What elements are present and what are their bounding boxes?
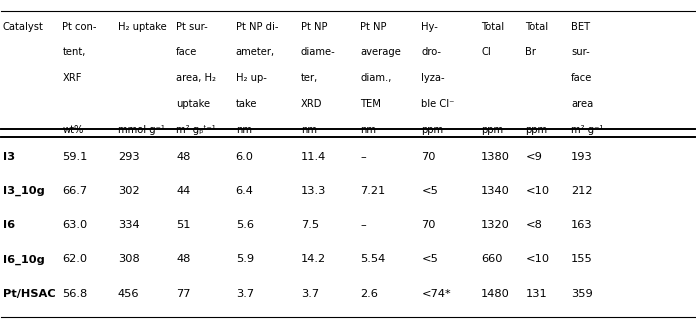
Text: face: face bbox=[571, 73, 592, 83]
Text: Cl: Cl bbox=[481, 47, 491, 57]
Text: Br: Br bbox=[525, 47, 537, 57]
Text: area: area bbox=[571, 99, 594, 109]
Text: 13.3: 13.3 bbox=[301, 186, 326, 196]
Text: Total: Total bbox=[525, 21, 548, 32]
Text: tent,: tent, bbox=[63, 47, 86, 57]
Text: I3_10g: I3_10g bbox=[3, 186, 45, 196]
Text: Pt con-: Pt con- bbox=[63, 21, 97, 32]
Text: I6: I6 bbox=[3, 220, 15, 230]
Text: 131: 131 bbox=[525, 289, 547, 299]
Text: 2.6: 2.6 bbox=[361, 289, 379, 299]
Text: 1380: 1380 bbox=[481, 152, 510, 162]
Text: 66.7: 66.7 bbox=[63, 186, 88, 196]
Text: I3: I3 bbox=[3, 152, 15, 162]
Text: 3.7: 3.7 bbox=[236, 289, 254, 299]
Text: 44: 44 bbox=[176, 186, 190, 196]
Text: Pt NP: Pt NP bbox=[301, 21, 327, 32]
Text: ppm: ppm bbox=[422, 124, 443, 135]
Text: 70: 70 bbox=[422, 220, 436, 230]
Text: 5.54: 5.54 bbox=[361, 254, 386, 265]
Text: 7.5: 7.5 bbox=[301, 220, 319, 230]
Text: Hy-: Hy- bbox=[422, 21, 438, 32]
Text: 6.0: 6.0 bbox=[236, 152, 254, 162]
Text: H₂ uptake: H₂ uptake bbox=[118, 21, 166, 32]
Text: wt%: wt% bbox=[63, 124, 84, 135]
Text: lyza-: lyza- bbox=[422, 73, 445, 83]
Text: uptake: uptake bbox=[176, 99, 210, 109]
Text: ppm: ppm bbox=[481, 124, 503, 135]
Text: take: take bbox=[236, 99, 258, 109]
Text: m² gₚᵗ⁻¹: m² gₚᵗ⁻¹ bbox=[176, 124, 216, 135]
Text: <8: <8 bbox=[525, 220, 542, 230]
Text: XRD: XRD bbox=[301, 99, 322, 109]
Text: area, H₂: area, H₂ bbox=[176, 73, 216, 83]
Text: 308: 308 bbox=[118, 254, 140, 265]
Text: Total: Total bbox=[481, 21, 504, 32]
Text: <10: <10 bbox=[525, 186, 550, 196]
Text: ter,: ter, bbox=[301, 73, 318, 83]
Text: m² g⁻¹: m² g⁻¹ bbox=[571, 124, 603, 135]
Text: ble Cl⁻: ble Cl⁻ bbox=[422, 99, 455, 109]
Text: <9: <9 bbox=[525, 152, 542, 162]
Text: ameter,: ameter, bbox=[236, 47, 275, 57]
Text: ppm: ppm bbox=[525, 124, 548, 135]
Text: Catalyst: Catalyst bbox=[3, 21, 44, 32]
Text: diam.,: diam., bbox=[361, 73, 392, 83]
Text: dro-: dro- bbox=[422, 47, 441, 57]
Text: 48: 48 bbox=[176, 254, 191, 265]
Text: diame-: diame- bbox=[301, 47, 335, 57]
Text: 212: 212 bbox=[571, 186, 593, 196]
Text: H₂ up-: H₂ up- bbox=[236, 73, 267, 83]
Text: 11.4: 11.4 bbox=[301, 152, 326, 162]
Text: 1480: 1480 bbox=[481, 289, 510, 299]
Text: 155: 155 bbox=[571, 254, 593, 265]
Text: 193: 193 bbox=[571, 152, 593, 162]
Text: 359: 359 bbox=[571, 289, 593, 299]
Text: 293: 293 bbox=[118, 152, 139, 162]
Text: Pt sur-: Pt sur- bbox=[176, 21, 208, 32]
Text: 48: 48 bbox=[176, 152, 191, 162]
Text: 56.8: 56.8 bbox=[63, 289, 88, 299]
Text: 77: 77 bbox=[176, 289, 191, 299]
Text: 302: 302 bbox=[118, 186, 139, 196]
Text: XRF: XRF bbox=[63, 73, 82, 83]
Text: nm: nm bbox=[236, 124, 252, 135]
Text: Pt NP: Pt NP bbox=[361, 21, 387, 32]
Text: 70: 70 bbox=[422, 152, 436, 162]
Text: face: face bbox=[176, 47, 198, 57]
Text: 62.0: 62.0 bbox=[63, 254, 88, 265]
Text: Pt/HSAC: Pt/HSAC bbox=[3, 289, 56, 299]
Text: nm: nm bbox=[361, 124, 377, 135]
Text: –: – bbox=[361, 152, 366, 162]
Text: <5: <5 bbox=[422, 186, 438, 196]
Text: 7.21: 7.21 bbox=[361, 186, 386, 196]
Text: nm: nm bbox=[301, 124, 317, 135]
Text: 14.2: 14.2 bbox=[301, 254, 326, 265]
Text: <10: <10 bbox=[525, 254, 550, 265]
Text: 456: 456 bbox=[118, 289, 139, 299]
Text: 1320: 1320 bbox=[481, 220, 510, 230]
Text: 5.6: 5.6 bbox=[236, 220, 254, 230]
Text: 5.9: 5.9 bbox=[236, 254, 254, 265]
Text: TEM: TEM bbox=[361, 99, 381, 109]
Text: mmol g⁻¹: mmol g⁻¹ bbox=[118, 124, 165, 135]
Text: 163: 163 bbox=[571, 220, 593, 230]
Text: BET: BET bbox=[571, 21, 590, 32]
Text: <74*: <74* bbox=[422, 289, 451, 299]
Text: 51: 51 bbox=[176, 220, 191, 230]
Text: 63.0: 63.0 bbox=[63, 220, 88, 230]
Text: sur-: sur- bbox=[571, 47, 590, 57]
Text: 6.4: 6.4 bbox=[236, 186, 253, 196]
Text: 59.1: 59.1 bbox=[63, 152, 88, 162]
Text: 334: 334 bbox=[118, 220, 139, 230]
Text: 3.7: 3.7 bbox=[301, 289, 319, 299]
Text: I6_10g: I6_10g bbox=[3, 254, 45, 265]
Text: 660: 660 bbox=[481, 254, 503, 265]
Text: <5: <5 bbox=[422, 254, 438, 265]
Text: average: average bbox=[361, 47, 402, 57]
Text: –: – bbox=[361, 220, 366, 230]
Text: Pt NP di-: Pt NP di- bbox=[236, 21, 278, 32]
Text: 1340: 1340 bbox=[481, 186, 510, 196]
